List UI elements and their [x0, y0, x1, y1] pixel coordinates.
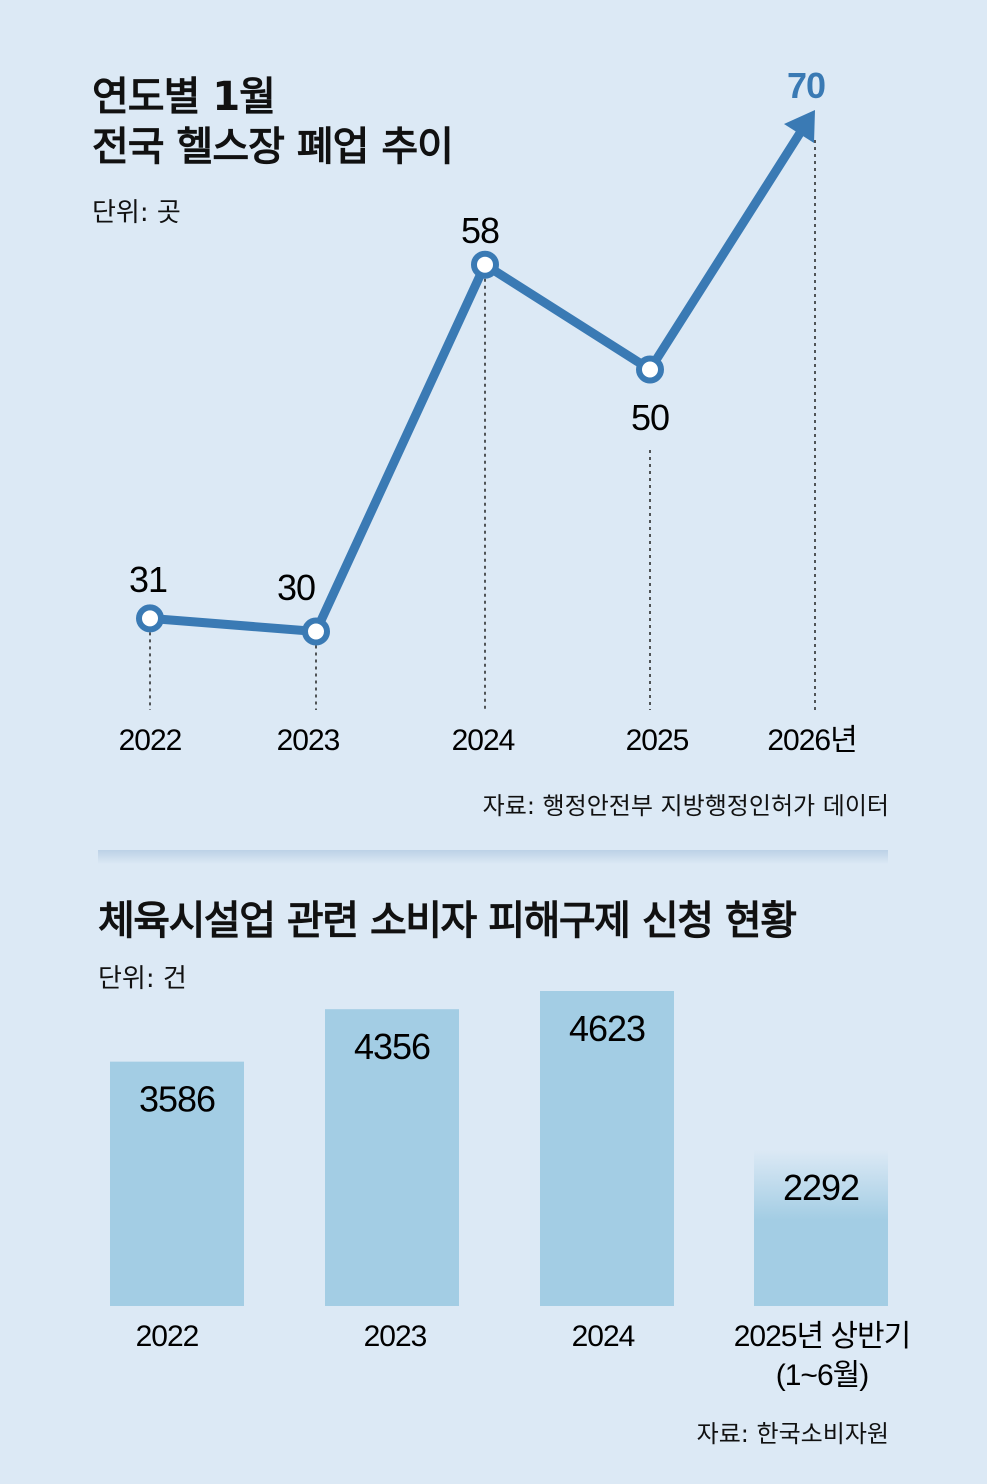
line-data-label-2: 58: [461, 210, 499, 251]
bar-0: [110, 1061, 244, 1306]
bar-x-label-3: 2025년 상반기: [734, 1320, 910, 1353]
line-chart-source: 자료: 행정안전부 지방행정인허가 데이터: [482, 792, 889, 820]
arrowhead: [784, 110, 815, 143]
bar-data-label-2: 4623: [569, 1008, 645, 1049]
line-data-label-1: 30: [277, 567, 315, 608]
bar-x-label-0: 2022: [136, 1320, 199, 1353]
line-chart-title-line1: 연도별 1월: [92, 74, 276, 120]
line-x-label-2: 2024: [452, 724, 515, 757]
bar-chart-source: 자료: 한국소비자원: [696, 1420, 889, 1448]
line-data-label-0: 31: [129, 559, 167, 600]
line-chart-title: 연도별 1월 전국 헬스장 폐업 추이: [92, 72, 454, 172]
line-point-0: [136, 604, 164, 633]
line-data-label-highlight: 70: [787, 65, 825, 106]
line-point-2: [471, 250, 499, 279]
bar-data-label-0: 3586: [139, 1079, 215, 1120]
bar-x-label-2: 2024: [572, 1320, 635, 1353]
bar-data-label-1: 4356: [354, 1026, 430, 1067]
bar-chart-title: 체육시설업 관련 소비자 피해구제 신청 현황: [98, 898, 797, 944]
line-x-label-1: 2023: [277, 724, 340, 757]
bar-x-label-1: 2023: [364, 1320, 427, 1353]
line-point-3: [636, 355, 664, 384]
line-x-label-0: 2022: [119, 724, 182, 757]
section-divider: [98, 850, 888, 864]
line-x-label-4: 2026년: [767, 724, 856, 757]
bar-2: [540, 991, 674, 1306]
line-x-label-3: 2025: [626, 724, 689, 757]
bar-3: [754, 1149, 888, 1306]
line-chart-unit: 단위: 곳: [92, 198, 181, 228]
line-data-label-3: 50: [631, 397, 669, 438]
bar-chart-unit: 단위: 건: [98, 964, 187, 994]
bar-x-sublabel-3: (1~6월): [776, 1359, 868, 1392]
line-series: [145, 128, 805, 636]
line-point-1: [302, 617, 330, 646]
bar-1: [325, 1009, 459, 1306]
bar-data-label-3: 2292: [783, 1167, 859, 1208]
line-chart-title-line2: 전국 헬스장 폐업 추이: [92, 124, 454, 170]
